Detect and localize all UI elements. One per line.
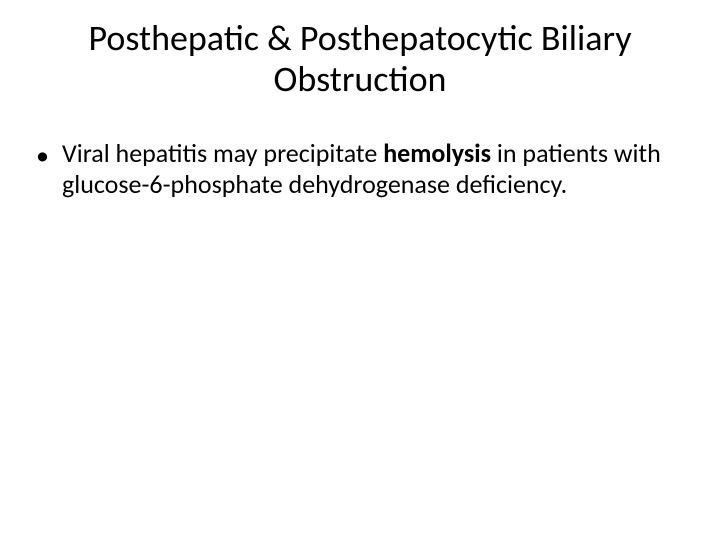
bullet-text-bold: hemolysis bbox=[383, 137, 491, 169]
bullet-marker-icon: • bbox=[36, 140, 50, 171]
title-line-1: Posthepatic & Posthepatocytic Biliary bbox=[88, 16, 631, 60]
slide-title: Posthepatic & Posthepatocytic Biliary Ob… bbox=[0, 18, 720, 101]
title-line-2: Obstruction bbox=[274, 57, 447, 101]
bullet-item: • Viral hepatitis may precipitate hemoly… bbox=[36, 138, 675, 200]
bullet-text-pre: Viral hepatitis may precipitate bbox=[62, 137, 383, 169]
slide: Posthepatic & Posthepatocytic Biliary Ob… bbox=[0, 0, 720, 540]
slide-body: • Viral hepatitis may precipitate hemoly… bbox=[36, 138, 675, 200]
bullet-text: Viral hepatitis may precipitate hemolysi… bbox=[62, 138, 675, 200]
